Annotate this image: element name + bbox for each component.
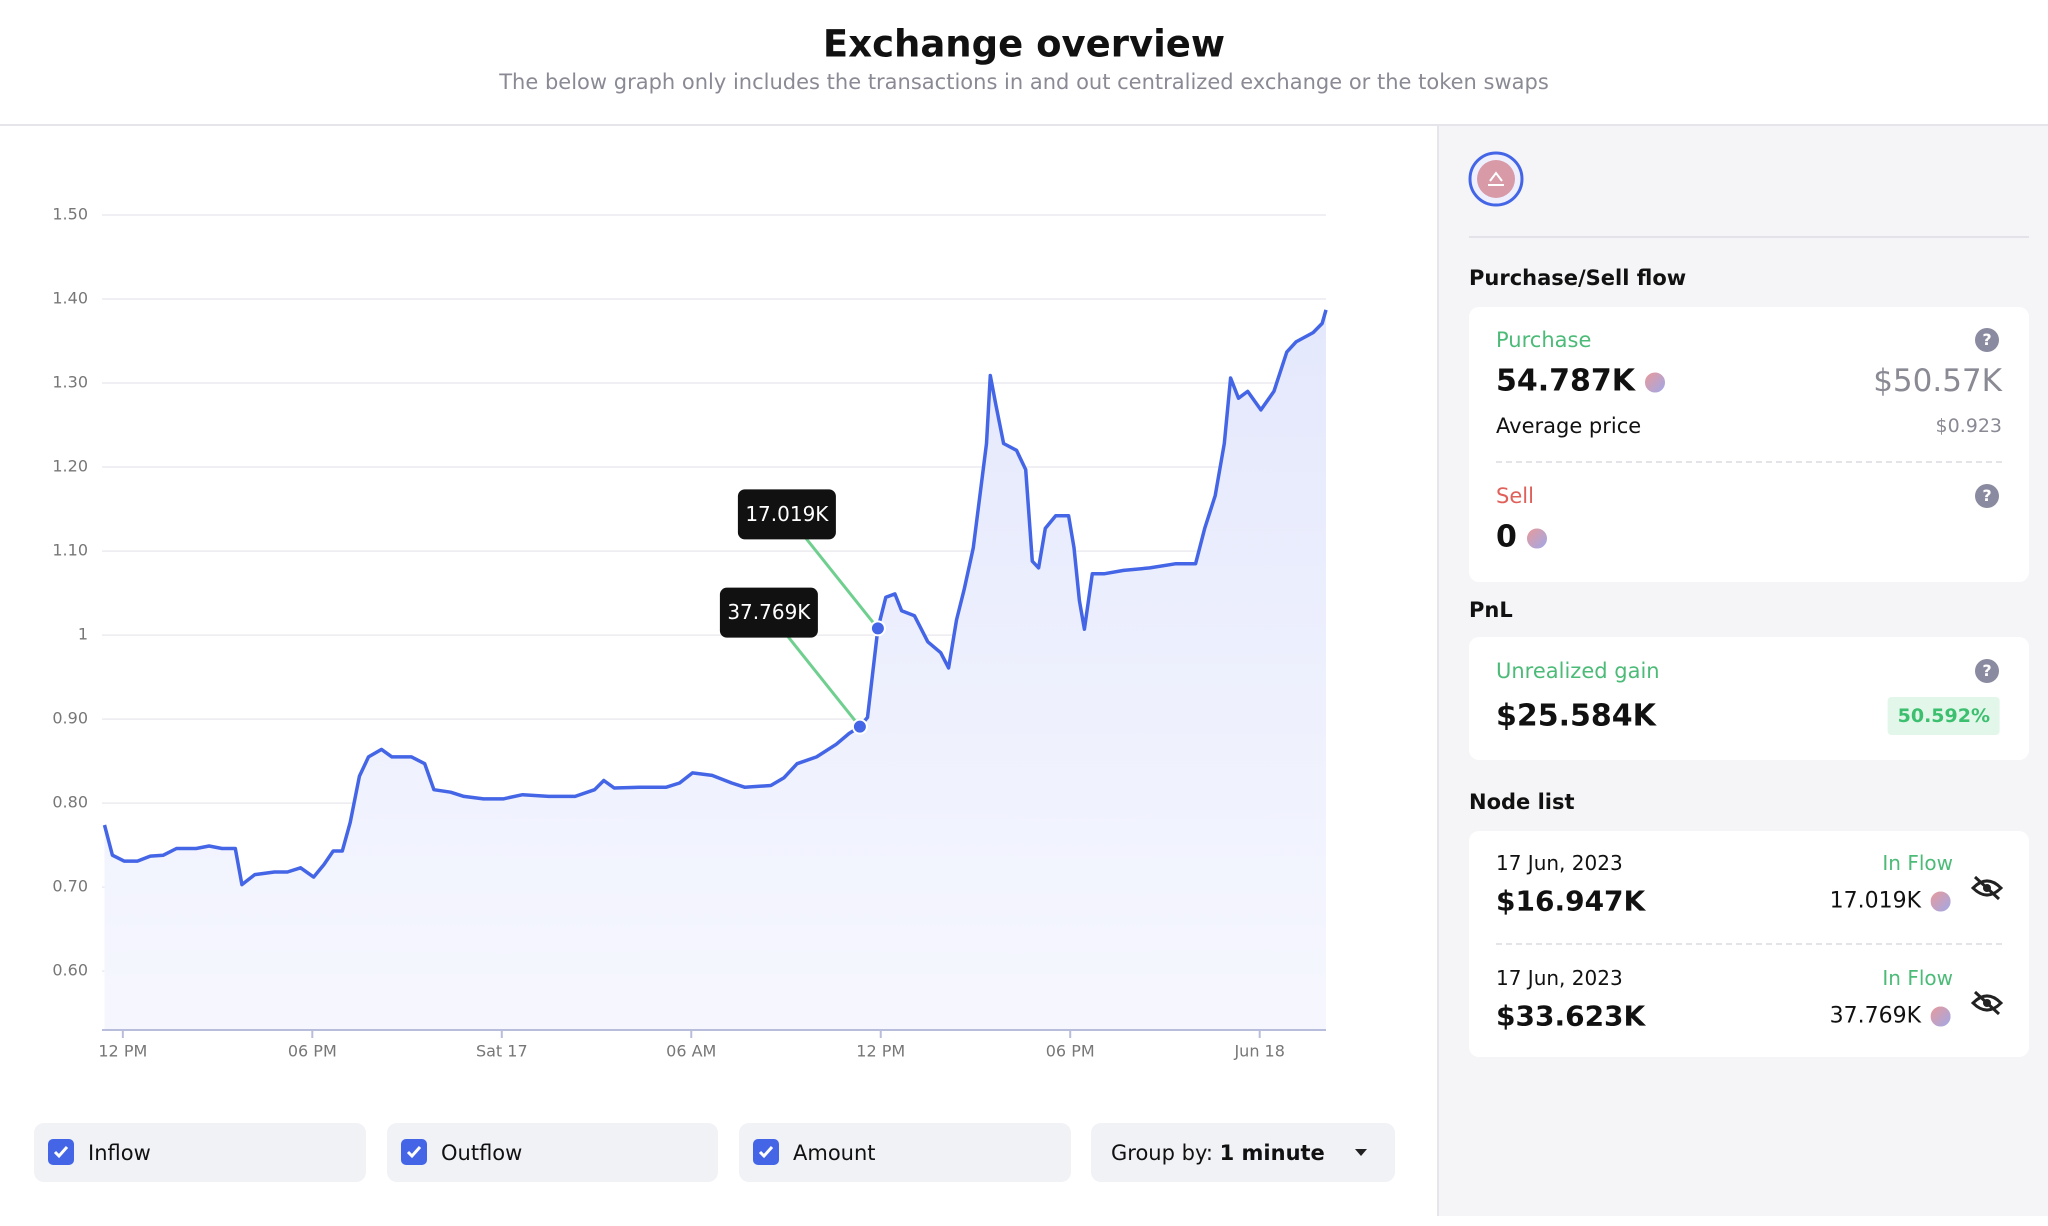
node-value: $16.947K — [1496, 884, 1646, 918]
node-value: $33.623K — [1496, 999, 1646, 1033]
check-icon — [406, 1146, 422, 1159]
hide-icon[interactable] — [1969, 873, 2005, 903]
divider — [1469, 236, 2029, 238]
dropdown-arrow — [1355, 1149, 1367, 1156]
node-date: 17 Jun, 2023 — [1496, 966, 1623, 990]
annotation-box — [719, 587, 818, 638]
checkbox-label: Inflow — [88, 1141, 151, 1165]
y-tick-label: 1.50 — [52, 205, 88, 224]
checkbox-label: Amount — [793, 1141, 876, 1165]
section-title: Purchase/Sell flow — [1469, 266, 1687, 290]
x-tick-label: 06 PM — [1046, 1042, 1095, 1061]
annotation-label: 37.769K — [727, 600, 811, 624]
checkbox[interactable] — [401, 1139, 427, 1165]
divider — [1496, 461, 2002, 463]
checkbox[interactable] — [753, 1139, 779, 1165]
help-icon[interactable]: ? — [1975, 484, 1999, 508]
token-icon — [1643, 370, 1668, 394]
x-tick-label: 06 PM — [288, 1042, 337, 1061]
annotation-label: 17.019K — [745, 502, 829, 526]
avg-price-label: Average price — [1496, 414, 1642, 438]
node-flow: In Flow — [1882, 966, 1953, 990]
node-list-card: 17 Jun, 2023 $16.947K In Flow 17.019K 17… — [1469, 831, 2029, 1057]
purchase-amount-value: 54.787K — [1496, 363, 1636, 399]
checkbox-outflow[interactable]: Outflow — [387, 1123, 718, 1182]
help-icon[interactable]: ? — [1975, 659, 1999, 683]
check-icon — [758, 1146, 774, 1159]
x-tick-label: Sat 17 — [476, 1042, 528, 1061]
sell-amount-value: 0 — [1496, 519, 1517, 555]
token-icon — [1929, 889, 1953, 914]
section-title: PnL — [1469, 598, 1513, 622]
checkbox[interactable] — [48, 1139, 74, 1165]
purchase-sell-card: Purchase ? 54.787K $50.57K Average price… — [1469, 307, 2029, 582]
group-by: Group by: 1 minute — [1111, 1141, 1325, 1165]
y-tick-label: 0.80 — [52, 793, 88, 812]
x-tick-label: Jun 18 — [1233, 1042, 1284, 1061]
token-logo — [1468, 151, 1524, 207]
y-tick-label: 0.60 — [52, 961, 88, 980]
x-tick-label: 12 PM — [856, 1042, 905, 1061]
purchase-amount: 54.787K — [1496, 363, 1668, 399]
group-by-label: Group by: — [1111, 1141, 1213, 1165]
token-icon — [1524, 526, 1549, 550]
x-tick-label: 06 AM — [666, 1042, 716, 1061]
hide-icon[interactable] — [1969, 988, 2005, 1018]
node-flow: In Flow — [1882, 851, 1953, 875]
section-title: Node list — [1469, 790, 1575, 814]
annotation-box — [737, 489, 836, 540]
group-by-value: 1 minute — [1219, 1141, 1325, 1165]
avg-price: $0.923 — [1935, 415, 2002, 437]
area — [104, 309, 1326, 1030]
unrealized-percent: 50.592% — [1887, 697, 2000, 735]
y-tick-label: 1.30 — [52, 373, 88, 392]
y-tick-label: 1.40 — [52, 289, 88, 308]
y-tick-label: 1.10 — [52, 541, 88, 560]
purchase-usd: $50.57K — [1873, 363, 2002, 399]
check-icon — [53, 1146, 69, 1159]
sell-label: Sell — [1496, 484, 1534, 508]
node-date: 17 Jun, 2023 — [1496, 851, 1623, 875]
y-tick-label: 1.20 — [52, 457, 88, 476]
sell-amount: 0 — [1496, 520, 1549, 555]
unrealized-label: Unrealized gain — [1496, 659, 1660, 683]
chart: 0.60 0.70 0.80 0.90 1 1.10 1.20 1.30 1.40 1.50 12 … — [52, 205, 1328, 1061]
pnl-card: Unrealized gain ? $25.584K 50.592% — [1469, 637, 2029, 760]
purchase-label: Purchase — [1496, 328, 1592, 352]
help-icon[interactable]: ? — [1975, 328, 1999, 352]
checkbox-inflow[interactable]: Inflow — [34, 1123, 366, 1182]
group-by-dropdown[interactable]: Group by: 1 minute — [1091, 1123, 1395, 1182]
token-icon — [1929, 1004, 1953, 1029]
node-amount-value: 37.769K — [1829, 1003, 1921, 1029]
sidebar: Purchase/Sell flow Purchase ? 54.787K $5… — [1437, 126, 2048, 1216]
divider — [1496, 943, 2002, 945]
annotation-point — [851, 718, 868, 735]
y-tick-label: 0.70 — [52, 877, 88, 896]
y-tick-label: 1 — [78, 625, 88, 644]
checkbox-label: Outflow — [441, 1141, 523, 1165]
node-amount: 17.019K — [1830, 889, 1953, 914]
checkbox-amount[interactable]: Amount — [739, 1123, 1071, 1182]
subtitle: The below graph only includes the transa… — [499, 70, 1549, 94]
node-amount-value: 17.019K — [1829, 888, 1921, 914]
annotation-point — [869, 620, 886, 637]
node-amount: 37.769K — [1830, 1004, 1953, 1029]
x-tick-label: 12 PM — [98, 1042, 147, 1061]
title: Exchange overview — [822, 22, 1226, 66]
unrealized-value: $25.584K — [1496, 698, 1656, 734]
line — [102, 309, 1328, 887]
header: Exchange overview The below graph only i… — [0, 0, 2048, 126]
y-tick-label: 0.90 — [52, 709, 88, 728]
